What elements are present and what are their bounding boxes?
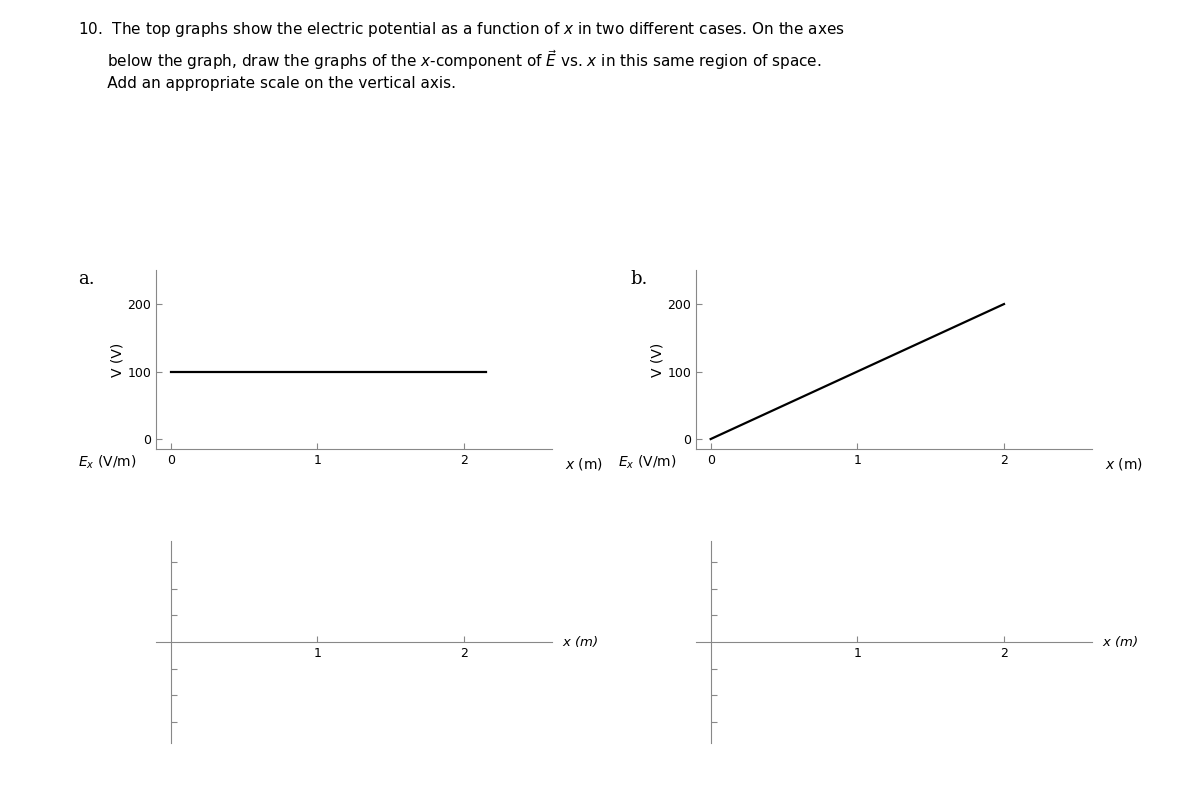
- X-axis label: $x$ (m): $x$ (m): [1105, 456, 1142, 472]
- Text: Add an appropriate scale on the vertical axis.: Add an appropriate scale on the vertical…: [78, 76, 456, 91]
- Y-axis label: V (V): V (V): [650, 343, 665, 377]
- Text: $x$ (m): $x$ (m): [563, 634, 599, 650]
- Text: $E_x$ (V/m): $E_x$ (V/m): [78, 453, 137, 471]
- Y-axis label: V (V): V (V): [110, 343, 125, 377]
- Text: b.: b.: [630, 270, 647, 289]
- Text: $x$ (m): $x$ (m): [1103, 634, 1139, 650]
- Text: below the graph, draw the graphs of the $x$-component of $\vec{E}$ vs. $x$ in th: below the graph, draw the graphs of the …: [78, 48, 822, 72]
- X-axis label: $x$ (m): $x$ (m): [565, 456, 602, 472]
- Text: a.: a.: [78, 270, 95, 289]
- Text: $E_x$ (V/m): $E_x$ (V/m): [618, 453, 677, 471]
- Text: 10.  The top graphs show the electric potential as a function of $x$ in two diff: 10. The top graphs show the electric pot…: [78, 20, 845, 39]
